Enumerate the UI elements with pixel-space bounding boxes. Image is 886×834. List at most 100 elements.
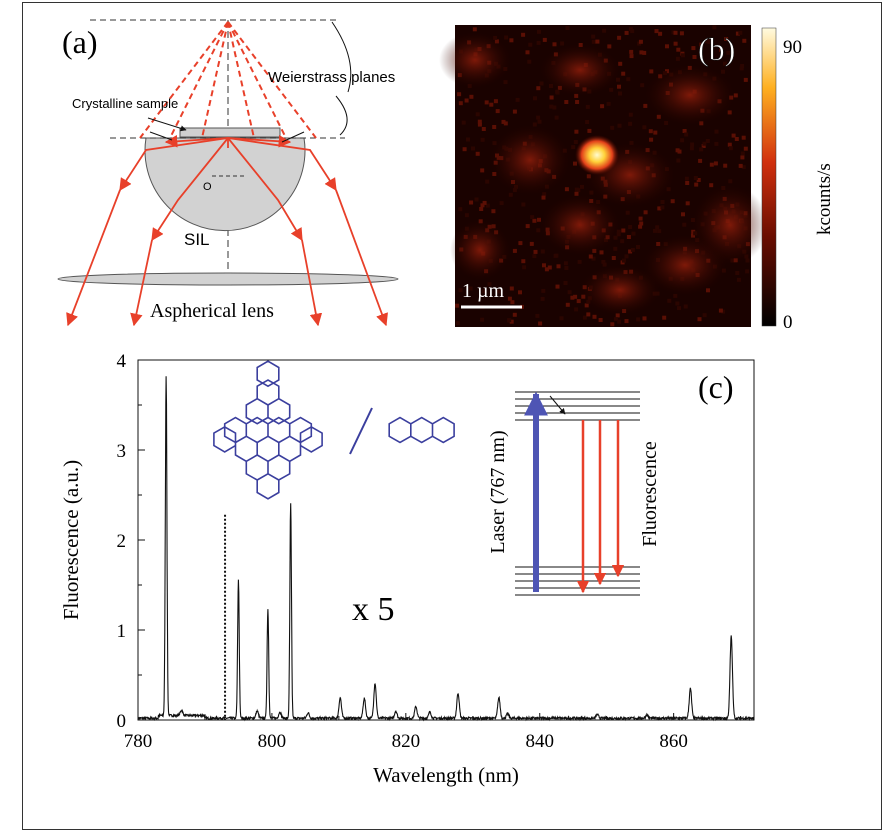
noise-pixel bbox=[527, 59, 532, 64]
noise-pixel bbox=[735, 31, 740, 36]
noise-pixel bbox=[726, 50, 731, 55]
crystalline-sample-label: Crystalline sample bbox=[72, 96, 178, 111]
noise-pixel bbox=[660, 200, 665, 204]
noise-pixel bbox=[582, 315, 587, 320]
aspherical-lens-label: Aspherical lens bbox=[150, 300, 274, 322]
noise-pixel bbox=[536, 86, 541, 91]
noise-pixel bbox=[628, 249, 633, 254]
noise-pixel bbox=[639, 221, 644, 226]
noise-pixel bbox=[741, 135, 746, 140]
noise-pixel bbox=[640, 83, 645, 88]
fluorescence-image bbox=[439, 25, 768, 327]
noise-pixel bbox=[554, 115, 559, 120]
noise-pixel bbox=[675, 56, 680, 61]
noise-pixel bbox=[512, 312, 517, 317]
noise-pixel bbox=[499, 201, 504, 206]
noise-pixel bbox=[610, 322, 615, 327]
noise-pixel bbox=[528, 42, 533, 47]
noise-pixel bbox=[458, 207, 463, 212]
noise-pixel bbox=[689, 146, 694, 151]
noise-pixel bbox=[576, 188, 581, 193]
noise-pixel bbox=[727, 142, 732, 147]
y-axis-label: Fluorescence (a.u.) bbox=[59, 460, 83, 620]
noise-pixel bbox=[694, 182, 699, 187]
noise-pixel bbox=[628, 121, 633, 126]
noise-pixel bbox=[733, 93, 738, 98]
x-tick-label: 840 bbox=[525, 731, 554, 752]
sil-label: SIL bbox=[184, 230, 210, 249]
noise-pixel bbox=[577, 259, 582, 264]
noise-pixel bbox=[575, 100, 580, 104]
noise-pixel bbox=[680, 138, 685, 143]
noise-pixel bbox=[706, 288, 710, 293]
noise-pixel bbox=[469, 94, 474, 99]
noise-pixel bbox=[492, 141, 497, 146]
noise-pixel bbox=[626, 77, 631, 82]
noise-pixel bbox=[522, 265, 527, 270]
noise-pixel bbox=[740, 155, 745, 160]
noise-pixel bbox=[702, 313, 707, 318]
noise-pixel bbox=[643, 210, 648, 215]
noise-pixel bbox=[662, 315, 667, 320]
noise-pixel bbox=[626, 235, 631, 239]
noise-pixel bbox=[501, 119, 506, 124]
noise-pixel bbox=[525, 50, 530, 55]
noise-pixel bbox=[541, 195, 546, 200]
noise-pixel bbox=[714, 129, 719, 134]
noise-pixel bbox=[536, 40, 541, 45]
y-tick-label: 0 bbox=[117, 711, 127, 732]
noise-pixel bbox=[481, 127, 486, 131]
noise-pixel bbox=[631, 231, 636, 236]
noise-pixel bbox=[664, 121, 669, 125]
noise-pixel bbox=[552, 105, 557, 110]
noise-pixel bbox=[624, 254, 629, 259]
noise-pixel bbox=[464, 98, 469, 103]
noise-pixel bbox=[509, 319, 514, 324]
noise-pixel bbox=[492, 125, 497, 129]
noise-pixel bbox=[685, 201, 690, 206]
noise-pixel bbox=[560, 41, 565, 46]
noise-pixel bbox=[542, 192, 547, 197]
noise-pixel bbox=[738, 30, 743, 35]
noise-pixel bbox=[679, 31, 684, 36]
noise-pixel bbox=[508, 192, 513, 197]
noise-pixel bbox=[665, 44, 669, 49]
noise-pixel bbox=[690, 142, 695, 147]
noise-pixel bbox=[701, 144, 706, 148]
noise-pixel bbox=[724, 37, 729, 41]
noise-pixel bbox=[638, 216, 643, 221]
noise-pixel bbox=[714, 141, 719, 146]
y-tick-label: 1 bbox=[117, 621, 127, 642]
colorbar-unit: kcounts/s bbox=[814, 163, 835, 235]
noise-pixel bbox=[636, 245, 640, 249]
noise-pixel bbox=[585, 120, 590, 124]
noise-pixel bbox=[480, 168, 485, 173]
noise-pixel bbox=[533, 96, 537, 101]
noise-pixel bbox=[485, 203, 490, 208]
noise-pixel bbox=[565, 302, 570, 307]
noise-pixel bbox=[547, 265, 552, 270]
noise-pixel bbox=[536, 228, 541, 233]
noise-pixel bbox=[620, 239, 625, 244]
noise-pixel bbox=[482, 200, 487, 205]
noise-pixel bbox=[563, 281, 568, 285]
noise-pixel bbox=[648, 129, 653, 134]
noise-pixel bbox=[630, 29, 635, 34]
noise-pixel bbox=[617, 84, 621, 89]
noise-pixel bbox=[537, 217, 541, 222]
noise-pixel bbox=[592, 314, 597, 319]
noise-pixel bbox=[655, 225, 660, 230]
laser-label: Laser (767 nm) bbox=[487, 430, 509, 553]
noise-pixel bbox=[570, 295, 575, 300]
panel-b-label: (b) bbox=[698, 31, 735, 67]
noise-pixel bbox=[559, 316, 564, 321]
noise-pixel bbox=[642, 316, 647, 321]
noise-pixel bbox=[616, 232, 621, 237]
noise-pixel bbox=[618, 91, 622, 96]
noise-pixel bbox=[455, 303, 460, 308]
noise-pixel bbox=[624, 319, 629, 324]
noise-pixel bbox=[553, 253, 558, 258]
noise-pixel bbox=[521, 202, 526, 207]
noise-pixel bbox=[464, 213, 469, 218]
